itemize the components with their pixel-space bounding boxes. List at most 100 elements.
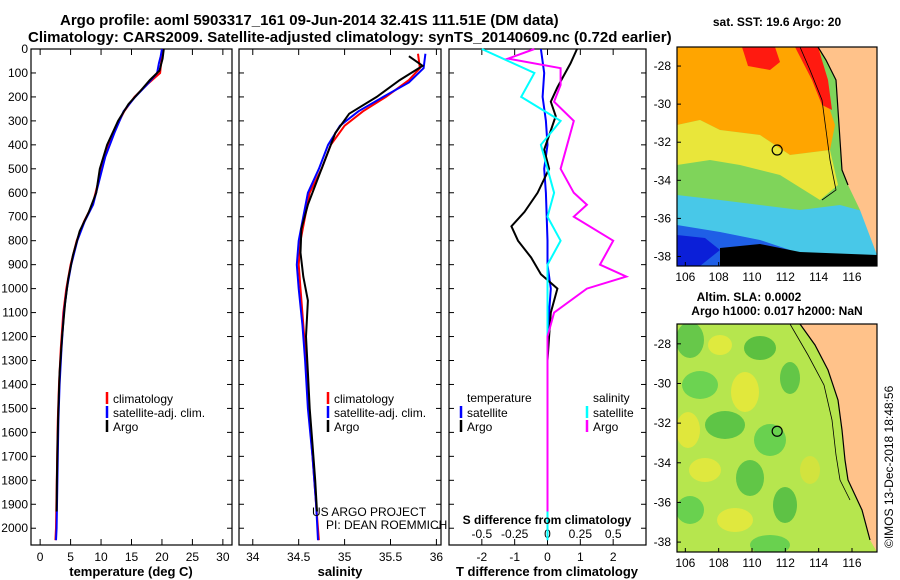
depth-tick-label: 1700 (1, 449, 28, 463)
longitude-label: 112 (776, 556, 795, 570)
sla-map-title-1: Altim. SLA: 0.0002 (697, 290, 802, 304)
sla-eddy (677, 412, 700, 448)
temperature-legend: climatology satellite-adj. clim. Argo (105, 392, 205, 434)
depth-tick-label: 500 (8, 162, 28, 176)
legend-satellite-adj-label: satellite-adj. clim. (113, 406, 205, 420)
legend-salinity-title: salinity (593, 391, 630, 405)
sla-eddy (717, 508, 753, 532)
sla-eddy (677, 496, 704, 524)
sla-eddy (780, 362, 800, 394)
depth-tick-label: 1400 (1, 377, 28, 391)
depth-tick-label: 800 (8, 234, 28, 248)
credit-pi: PI: DEAN ROEMMICH (326, 518, 447, 532)
depth-tick-label: 1500 (1, 401, 28, 415)
x-tick-label: -2 (476, 550, 487, 564)
depth-tick-label: 900 (8, 258, 28, 272)
longitude-label: 112 (776, 270, 795, 284)
legend-climatology-label: climatology (113, 392, 173, 406)
temperature-xlabel: temperature (deg C) (69, 564, 193, 579)
x-tick-label: 5 (67, 550, 74, 564)
depth-tick-label: 1200 (1, 330, 28, 344)
sst-warm-orange (677, 47, 835, 155)
temperature-series (54, 48, 165, 541)
x-tick-label: 10 (94, 550, 108, 564)
depth-tick-label: 1100 (2, 306, 28, 320)
isobath (789, 324, 851, 501)
longitude-label: 110 (742, 556, 761, 570)
depth-tick-label: 1600 (1, 425, 28, 439)
sla-map-title-2: Argo h1000: 0.017 h2000: NaN (691, 304, 862, 318)
legend-t-satellite-label: satellite (467, 406, 508, 420)
legend-s-argo-label: Argo (593, 420, 619, 434)
latitude-label: -28 (654, 59, 672, 73)
sst-yellow-band (677, 120, 838, 200)
longitude-label: 108 (709, 270, 729, 284)
copyright-stamp: ©IMOS 13-Dec-2018 18:48:56 (882, 385, 896, 548)
australia-land (818, 47, 877, 255)
legend-argo-label: Argo (113, 420, 139, 434)
longitude-label: 114 (809, 270, 828, 284)
longitude-label: 106 (675, 270, 695, 284)
depth-tick-label: 1800 (1, 473, 28, 487)
depth-tick-label: 600 (8, 186, 28, 200)
series-s-argo (504, 48, 630, 512)
legend-satellite-adj-label: satellite-adj. clim. (334, 406, 426, 420)
x-tick-label: 1 (577, 550, 584, 564)
longitude-label: 106 (675, 556, 695, 570)
title-line-2: Climatology: CARS2009. Satellite-adjuste… (28, 29, 672, 46)
s-tick-label: -0.5 (471, 527, 492, 541)
longitude-label: 114 (809, 556, 828, 570)
x-tick-label: 35 (338, 550, 352, 564)
x-tick-label: 0 (544, 550, 551, 564)
sst-map-frame (676, 46, 878, 267)
legend-t-argo-label: Argo (467, 420, 493, 434)
sla-eddies (677, 324, 820, 552)
latitude-label: -30 (654, 376, 672, 390)
s-tick-label: 0.5 (605, 527, 622, 541)
sla-eddy (705, 411, 745, 439)
latitude-label: -30 (654, 97, 672, 111)
argo-position-marker[interactable] (771, 425, 783, 437)
x-tick-label: 20 (155, 550, 169, 564)
depth-tick-label: 1000 (1, 282, 28, 296)
legend-temperature-title: temperature (467, 391, 532, 405)
sla-eddy (744, 336, 776, 360)
legend-climatology-label: climatology (334, 392, 394, 406)
latitude-label: -36 (654, 211, 672, 225)
sla-eddy (754, 424, 786, 456)
depth-tick-label: 1900 (1, 497, 28, 511)
latitude-label: -38 (654, 535, 672, 549)
sla-eddy (750, 535, 790, 552)
sst-field (677, 47, 877, 266)
sla-eddy (689, 458, 721, 482)
longitude-label: 108 (709, 556, 729, 570)
depth-tick-label: 400 (8, 138, 28, 152)
argo-position-marker[interactable] (771, 144, 783, 156)
x-tick-label: 30 (216, 550, 230, 564)
depth-tick-label: 1300 (1, 353, 28, 367)
depth-axis: 0 100 200 300 400 500 600 700 800 900 1000 1100 1200… (1, 42, 232, 535)
sst-map-panel: sat. SST: 19.6 Argo: 20 106 108 110 112 114 1… (654, 15, 878, 284)
sla-field (677, 324, 877, 552)
sst-map-title: sat. SST: 19.6 Argo: 20 (713, 15, 842, 29)
series-argo (55, 48, 165, 512)
latitude-label: -34 (654, 456, 672, 470)
difference-legend-salinity: salinity satellite Argo (585, 391, 634, 434)
t-difference-xlabel: T difference from climatology (456, 564, 639, 579)
difference-series (481, 48, 630, 541)
x-tick-label: -1 (509, 550, 520, 564)
salinity-xlabel: salinity (318, 564, 364, 579)
salinity-series (295, 53, 427, 541)
sla-map-axes: 106 108 110 112 114 116 -28 -30 -32 -34 -36 -38 (654, 337, 862, 570)
longitude-label: 110 (742, 270, 761, 284)
temperature-axis: 0 5 10 15 20 25 30 (37, 49, 230, 564)
x-tick-label: 0 (37, 550, 44, 564)
depth-tick-label: 100 (8, 66, 28, 80)
x-tick-label: 15 (125, 550, 139, 564)
longitude-label: 116 (842, 556, 861, 570)
legend-s-satellite-label: satellite (593, 406, 634, 420)
depth-tick-label: 2000 (1, 521, 28, 535)
coastline (817, 47, 849, 186)
longitude-label: 116 (842, 270, 861, 284)
